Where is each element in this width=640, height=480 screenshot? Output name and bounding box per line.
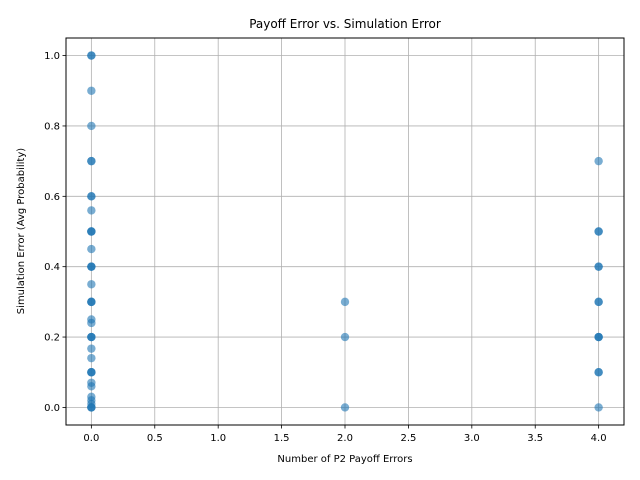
data-point [594,227,603,236]
x-tick-label: 2.5 [400,433,416,444]
x-tick-label: 3.0 [464,433,480,444]
y-tick-label: 0.4 [44,262,60,273]
data-point [87,244,96,254]
y-tick-label: 1.0 [44,51,60,62]
x-tick-label: 1.0 [210,433,226,444]
data-point [87,156,96,166]
data-point [594,403,603,412]
data-point [594,262,603,271]
y-tick-label: 0.8 [44,121,60,132]
y-tick-label: 0.2 [44,333,60,344]
data-point [87,332,96,342]
data-point [87,192,96,201]
x-tick-label: 4.0 [591,433,607,444]
x-tick-label: 3.5 [527,433,543,444]
x-tick-label: 0.5 [147,433,163,444]
grid [66,38,624,425]
data-point [87,382,96,391]
x-axis-label: Number of P2 Payoff Errors [277,454,412,465]
y-axis-label: Simulation Error (Avg Probability) [16,148,27,314]
data-point [340,332,350,342]
data-point [87,368,96,377]
data-point [594,297,603,307]
data-point [87,121,96,131]
chart-title: Payoff Error vs. Simulation Error [249,17,441,31]
data-point [87,51,96,60]
x-tick-label: 2.0 [337,433,353,444]
data-point [87,353,96,363]
x-tick-label: 1.5 [274,433,290,444]
data-point [87,262,96,271]
data-point [87,318,96,328]
data-point [87,297,96,307]
data-points [87,51,603,412]
x-tick-label: 0.0 [83,433,99,444]
data-point [340,403,350,412]
y-axis-ticks: 0.0 0.2 0.4 0.6 0.8 1.0 [44,51,66,414]
data-point [87,403,96,412]
data-point [87,206,96,215]
data-point [594,368,603,377]
y-tick-label: 0.0 [44,403,60,414]
data-point [594,332,603,342]
data-point [87,280,96,289]
data-point [340,297,350,307]
data-point [87,86,96,95]
x-axis-ticks: 0.0 0.5 1.0 1.5 2.0 2.5 3.0 3.5 4.0 [83,425,607,444]
data-point [87,344,96,353]
data-point [594,156,603,166]
data-point [87,227,96,236]
y-tick-label: 0.6 [44,192,60,203]
